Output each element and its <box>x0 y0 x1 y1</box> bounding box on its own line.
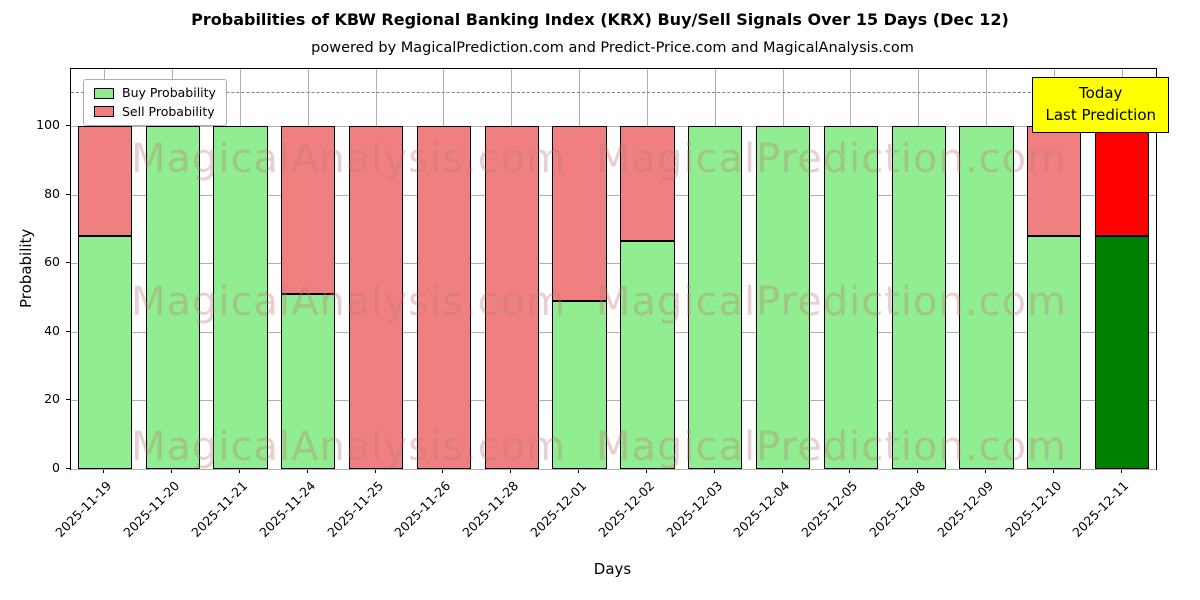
x-tick-mark <box>1120 469 1122 473</box>
x-tick-label: 2025-11-25 <box>323 478 386 540</box>
today-annotation: Today Last Prediction <box>1032 77 1169 133</box>
bar-segment-sell <box>484 125 539 469</box>
bar-segment-sell <box>349 125 404 469</box>
bar-segment-sell <box>1027 125 1082 236</box>
y-tick-labels: 0 20 40 60 80 100 <box>0 68 70 474</box>
x-tick-label: 2025-12-05 <box>798 478 861 540</box>
y-tick-label: 60 <box>44 254 60 270</box>
gridline-horizontal <box>71 263 1156 265</box>
y-tick-mark <box>66 399 70 401</box>
chart-subtitle: powered by MagicalPrediction.com and Pre… <box>311 40 914 56</box>
x-tick-label: 2025-12-03 <box>662 478 725 540</box>
legend-label-buy: Buy Probability <box>122 85 216 100</box>
x-tick-mark <box>1052 469 1054 473</box>
legend-label-sell: Sell Probability <box>122 103 215 119</box>
x-tick-labels: 2025-11-19 2025-11-20 2025-11-21 2025-11-24… <box>53 469 1155 569</box>
x-tick-mark <box>781 469 783 473</box>
y-tick-mark <box>66 468 70 469</box>
x-tick-label: 2025-12-10 <box>1001 478 1064 540</box>
bar-segment-sell-today <box>1094 125 1150 236</box>
x-tick-label: 2025-11-19 <box>52 478 115 540</box>
x-tick-label: 2025-11-20 <box>120 478 183 540</box>
x-tick-label: 2025-12-11 <box>1069 478 1132 540</box>
x-tick-mark <box>103 469 105 473</box>
bar-segment-sell <box>416 125 472 469</box>
bar-segment-buy <box>213 125 268 469</box>
bar-segment-sell <box>552 125 607 301</box>
x-tick-label: 2025-11-21 <box>188 478 251 540</box>
y-tick-mark <box>66 124 70 126</box>
y-tick-mark <box>66 193 70 195</box>
bar-segment-buy <box>823 125 878 469</box>
x-tick-mark <box>645 469 647 473</box>
buy-color-swatch <box>94 87 114 99</box>
y-tick-mark <box>66 262 70 264</box>
bar-segment-buy <box>688 125 743 469</box>
x-axis-title: Days <box>593 560 632 578</box>
chart-title: Probabilities of KBW Regional Banking In… <box>191 10 1009 29</box>
x-tick-label: 2025-11-24 <box>255 478 318 540</box>
x-tick-label: 2025-12-08 <box>866 478 929 540</box>
bar-segment-buy <box>77 235 133 469</box>
gridline-horizontal <box>71 400 1156 402</box>
legend-item-sell: Sell Probability <box>94 103 216 119</box>
x-tick-label: 2025-12-09 <box>934 478 997 540</box>
bar-segment-buy <box>552 300 607 469</box>
y-tick-label: 20 <box>44 391 60 407</box>
x-tick-mark <box>578 469 580 473</box>
bar-segment-buy <box>891 125 946 469</box>
annotation-line-2: Last Prediction <box>1045 105 1156 124</box>
annotation-line-1: Today <box>1079 84 1123 102</box>
gridline-horizontal <box>71 194 1156 196</box>
x-tick-label: 2025-11-26 <box>391 478 454 540</box>
bar-segment-buy <box>1027 235 1082 469</box>
sell-color-swatch <box>94 106 114 118</box>
bar-segment-buy <box>959 125 1014 469</box>
x-tick-label: 2025-11-28 <box>459 478 522 540</box>
y-tick-label: 0 <box>52 460 60 475</box>
bar-segment-buy <box>755 125 811 469</box>
plot-area: Buy Probability Sell Probability Today L… <box>70 68 1169 470</box>
x-tick-mark <box>306 469 308 473</box>
y-tick-label: 40 <box>44 322 60 338</box>
x-tick-mark <box>984 469 986 473</box>
bar-segment-buy-today <box>1094 235 1150 469</box>
x-tick-mark <box>713 469 715 473</box>
legend: Buy Probability Sell Probability <box>83 79 227 126</box>
x-tick-label: 2025-12-01 <box>527 478 590 540</box>
x-tick-mark <box>510 469 512 473</box>
y-tick-mark <box>66 330 70 332</box>
y-tick-label: 100 <box>36 116 60 132</box>
gridline-horizontal <box>71 125 1156 127</box>
bar-segment-buy <box>145 125 200 469</box>
bar-segment-sell <box>77 125 133 236</box>
bar-segment-sell <box>281 125 336 295</box>
x-tick-mark <box>442 469 444 473</box>
x-tick-mark <box>171 469 173 473</box>
x-tick-mark <box>849 469 851 473</box>
bar-segment-buy <box>281 294 336 469</box>
dashed-threshold-line <box>71 91 1156 93</box>
x-tick-mark <box>917 469 919 473</box>
x-tick-mark <box>374 469 376 473</box>
legend-item-buy: Buy Probability <box>94 85 216 100</box>
gridline-horizontal <box>71 469 1156 470</box>
bar-segment-sell <box>620 125 675 241</box>
x-tick-label: 2025-12-02 <box>595 478 658 540</box>
x-tick-label: 2025-12-04 <box>730 478 793 540</box>
y-tick-label: 80 <box>44 185 60 201</box>
bar-segment-buy <box>620 240 675 469</box>
gridline-horizontal <box>71 331 1156 333</box>
x-tick-mark <box>239 469 241 473</box>
